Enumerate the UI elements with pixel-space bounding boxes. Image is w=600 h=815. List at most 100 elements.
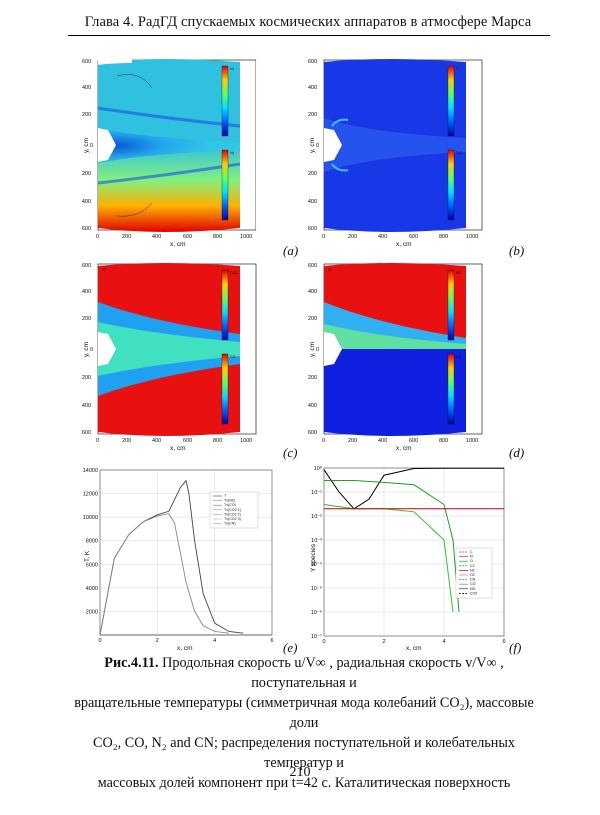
svg-text:200: 200 xyxy=(348,234,357,240)
caption-line-2: вращательные температуры (симметричная м… xyxy=(74,695,534,731)
colorbar-top: Vx xyxy=(221,65,234,137)
svg-text:37: 37 xyxy=(102,268,106,272)
svg-text:-400: -400 xyxy=(82,403,91,409)
svg-text:600: 600 xyxy=(82,59,91,65)
panel-a-label: (a) xyxy=(283,243,299,258)
svg-text:0: 0 xyxy=(316,347,319,353)
legend-item: CO xyxy=(470,582,476,586)
svg-text:600: 600 xyxy=(183,234,192,240)
svg-text:400: 400 xyxy=(82,289,91,295)
svg-text:y, cm: y, cm xyxy=(83,342,90,357)
svg-text:200: 200 xyxy=(308,316,317,322)
y-tick-label: 10000 xyxy=(83,515,98,521)
svg-text:400: 400 xyxy=(82,85,91,91)
svg-text:CO: CO xyxy=(230,355,236,359)
colorbar-bottom: CO xyxy=(221,353,236,425)
svg-text:x, cm: x, cm xyxy=(396,241,412,248)
panel-c-label: (c) xyxy=(283,445,298,460)
panel-f-label: (f) xyxy=(509,640,522,655)
x-tick-label: 6 xyxy=(270,638,273,644)
svg-text:600: 600 xyxy=(308,59,317,65)
y-tick-label: 10⁻⁷ xyxy=(311,633,322,640)
svg-text:600: 600 xyxy=(183,438,192,444)
legend-item: Tv(CO2 1) xyxy=(224,508,241,512)
panel-e-label: (e) xyxy=(283,640,298,655)
svg-text:0: 0 xyxy=(96,234,99,240)
svg-text:x, cm: x, cm xyxy=(396,445,412,452)
legend-item: Tv(CO) xyxy=(224,503,236,507)
colorbar-top: CO2 xyxy=(221,269,237,341)
svg-text:y, cm: y, cm xyxy=(309,342,316,357)
svg-text:-200: -200 xyxy=(82,171,91,177)
svg-text:200: 200 xyxy=(82,112,91,118)
svg-text:200: 200 xyxy=(348,438,357,444)
figure-label: Рис.4.11. xyxy=(104,655,159,671)
svg-text:0: 0 xyxy=(322,234,325,240)
colorbar-bottom: Vy xyxy=(221,149,234,221)
svg-text:-200: -200 xyxy=(308,171,317,177)
svg-text:x, cm: x, cm xyxy=(170,241,186,248)
svg-text:0: 0 xyxy=(90,347,93,353)
svg-text:37: 37 xyxy=(328,268,332,272)
svg-text:400: 400 xyxy=(152,438,161,444)
svg-text:Vy: Vy xyxy=(230,151,234,155)
svg-text:200: 200 xyxy=(308,112,317,118)
panel-b-label: (b) xyxy=(509,243,525,258)
svg-text:800: 800 xyxy=(213,438,222,444)
caption-line-3: CO₂, CO, N₂ and CN; распределения поступ… xyxy=(92,735,515,771)
y-tick-label: 10⁻⁶ xyxy=(311,609,322,616)
colorbar-bottom: CN xyxy=(447,353,462,425)
legend-item: O xyxy=(470,559,473,563)
svg-text:400: 400 xyxy=(378,234,387,240)
svg-text:Vx: Vx xyxy=(230,67,234,71)
legend-item: Tv(CO2 2) xyxy=(224,512,241,516)
svg-text:y, cm: y, cm xyxy=(83,138,90,153)
svg-text:0: 0 xyxy=(90,143,93,149)
svg-text:T: T xyxy=(456,67,459,71)
series-line-CO xyxy=(324,480,460,613)
svg-text:600: 600 xyxy=(409,234,418,240)
colorbar-top: T xyxy=(447,65,459,137)
series-line-O xyxy=(323,504,454,613)
svg-text:-600: -600 xyxy=(82,226,91,232)
svg-text:400: 400 xyxy=(308,289,317,295)
legend-item: CO2 xyxy=(470,591,477,595)
y-tick-label: 10⁻³ xyxy=(311,538,322,544)
svg-text:-600: -600 xyxy=(82,430,91,436)
svg-text:400: 400 xyxy=(152,234,161,240)
svg-text:1000: 1000 xyxy=(466,438,478,444)
svg-text:x, cm: x, cm xyxy=(170,445,186,452)
page-number: 210 xyxy=(289,765,311,780)
svg-text:1000: 1000 xyxy=(466,234,478,240)
legend-item: Tv(CN) xyxy=(224,522,236,526)
legend-item: N xyxy=(470,555,473,559)
y-tick-label: 6000 xyxy=(86,562,98,568)
svg-text:N2: N2 xyxy=(456,271,461,275)
x-tick-label: 2 xyxy=(156,638,159,644)
x-tick-label: 2 xyxy=(382,639,385,645)
svg-text:-200: -200 xyxy=(82,375,91,381)
legend-item: C2 xyxy=(470,564,475,568)
legend-item: Tv(CO2 3) xyxy=(224,517,241,521)
svg-text:-400: -400 xyxy=(308,199,317,205)
x-tick-label: 4 xyxy=(213,638,216,644)
series-line-Tv(N2) xyxy=(99,513,230,636)
svg-text:0: 0 xyxy=(316,143,319,149)
svg-text:-600: -600 xyxy=(308,226,317,232)
svg-text:400: 400 xyxy=(378,438,387,444)
svg-text:1000: 1000 xyxy=(240,438,252,444)
svg-text:600: 600 xyxy=(308,263,317,269)
svg-text:-200: -200 xyxy=(308,375,317,381)
panel-d-label: (d) xyxy=(509,445,525,460)
legend-item: T xyxy=(224,494,227,498)
svg-text:CO2: CO2 xyxy=(230,271,237,275)
chart-f-xlabel: x, cm xyxy=(406,645,422,652)
chart-e-xlabel: x, cm xyxy=(177,645,193,652)
svg-text:800: 800 xyxy=(439,438,448,444)
svg-text:Tv3: Tv3 xyxy=(456,151,462,155)
x-tick-label: 6 xyxy=(502,639,505,645)
svg-text:-600: -600 xyxy=(308,430,317,436)
legend-item: Tv(N2) xyxy=(224,499,235,503)
svg-text:CN: CN xyxy=(456,355,462,359)
